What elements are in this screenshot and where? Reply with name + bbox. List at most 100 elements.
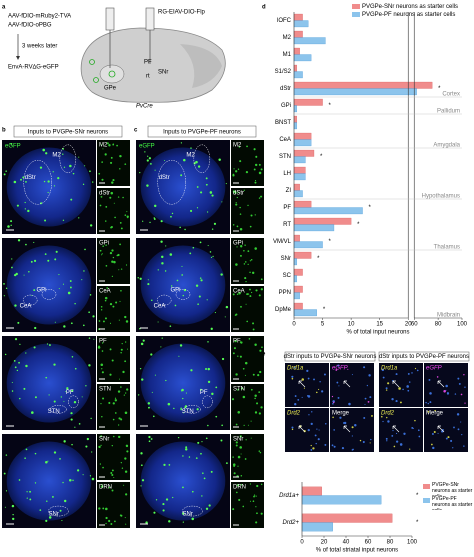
labeled-cell bbox=[53, 185, 56, 187]
labeled-cell bbox=[33, 241, 35, 244]
labeled-cell bbox=[104, 296, 108, 300]
arrow bbox=[298, 380, 306, 388]
labeled-cell bbox=[78, 423, 81, 425]
labeled-cell bbox=[149, 221, 151, 224]
labeled-cell bbox=[387, 382, 390, 385]
labeled-cell bbox=[105, 244, 107, 246]
arrow bbox=[437, 425, 445, 433]
labeled-cell bbox=[113, 476, 115, 479]
labeled-cell bbox=[249, 500, 252, 502]
labeled-cell bbox=[101, 178, 104, 181]
labeled-cell bbox=[124, 470, 128, 473]
labeled-cell bbox=[24, 208, 26, 210]
labeled-cell bbox=[62, 283, 65, 285]
labeled-cell bbox=[81, 279, 83, 281]
labeled-cell bbox=[206, 211, 209, 213]
labeled-cell bbox=[74, 367, 77, 370]
labeled-cell bbox=[235, 423, 238, 426]
labeled-cell bbox=[369, 442, 371, 444]
labeled-cell bbox=[100, 485, 104, 488]
labeled-cell bbox=[58, 274, 60, 276]
labeled-cell bbox=[51, 495, 54, 498]
labeled-cell bbox=[42, 148, 45, 152]
labeled-cell bbox=[69, 479, 72, 482]
legend-label: PVGPe-SNr neurons as starter cells bbox=[432, 482, 473, 496]
labeled-cell bbox=[99, 249, 102, 252]
labeled-cell bbox=[367, 400, 370, 403]
labeled-cell bbox=[430, 443, 433, 446]
labeled-cell bbox=[311, 411, 313, 413]
title-box bbox=[147, 125, 257, 138]
labeled-cell bbox=[125, 264, 128, 266]
labeled-cell bbox=[110, 226, 113, 229]
labeled-cell bbox=[153, 511, 156, 514]
labeled-cell bbox=[385, 437, 388, 440]
labeled-cell bbox=[160, 240, 163, 243]
labeled-cell bbox=[63, 440, 66, 443]
labeled-cell bbox=[109, 196, 112, 199]
cell-icon bbox=[89, 59, 95, 65]
labeled-cell bbox=[363, 366, 366, 369]
labeled-cell bbox=[113, 435, 115, 438]
labeled-cell bbox=[395, 373, 398, 376]
labeled-cell bbox=[101, 484, 103, 486]
bar bbox=[293, 302, 303, 310]
bar bbox=[293, 71, 303, 79]
labeled-cell bbox=[259, 349, 262, 352]
labeled-cell bbox=[69, 286, 72, 289]
labeled-cell bbox=[237, 168, 240, 170]
group-label: Amygdala bbox=[433, 143, 460, 149]
labeled-cell bbox=[100, 195, 103, 198]
labeled-cell bbox=[335, 369, 338, 371]
labeled-cell bbox=[220, 273, 223, 276]
bar bbox=[293, 105, 298, 113]
cell-icon bbox=[93, 77, 99, 83]
labeled-cell bbox=[244, 374, 246, 376]
significance: * bbox=[438, 86, 441, 92]
labeled-cell bbox=[88, 337, 91, 339]
labeled-cell bbox=[255, 495, 257, 497]
labeled-cell bbox=[170, 215, 172, 218]
channel-label: Drd1a bbox=[287, 366, 304, 372]
labeled-cell bbox=[72, 479, 74, 482]
labeled-cell bbox=[233, 465, 235, 468]
labeled-cell bbox=[100, 444, 102, 446]
labeled-cell bbox=[70, 418, 73, 421]
labeled-cell bbox=[256, 402, 259, 405]
labeled-cell bbox=[161, 337, 163, 339]
significance: * bbox=[329, 239, 332, 245]
channel-label: eGFP bbox=[426, 366, 442, 372]
labeled-cell bbox=[157, 269, 159, 271]
labeled-cell bbox=[425, 401, 427, 404]
labeled-cell bbox=[120, 289, 122, 292]
labeled-cell bbox=[102, 397, 105, 400]
labeled-cell bbox=[44, 253, 47, 255]
labeled-cell bbox=[110, 191, 114, 195]
bar bbox=[293, 183, 300, 191]
labeled-cell bbox=[317, 438, 320, 441]
region-label: CeA bbox=[154, 303, 166, 309]
bar bbox=[293, 251, 312, 259]
labeled-cell bbox=[239, 206, 241, 209]
labeled-cell bbox=[100, 403, 102, 405]
labeled-cell bbox=[310, 444, 312, 447]
labeled-cell bbox=[25, 352, 27, 354]
labeled-cell bbox=[258, 391, 261, 394]
labeled-cell bbox=[165, 379, 167, 382]
labeled-cell bbox=[63, 166, 66, 168]
labeled-cell bbox=[207, 245, 209, 247]
labeled-cell bbox=[58, 288, 60, 290]
labeled-cell bbox=[63, 400, 65, 402]
region-outline bbox=[193, 144, 211, 174]
significance: * bbox=[320, 154, 323, 160]
labeled-cell bbox=[253, 495, 255, 498]
title-box bbox=[13, 125, 123, 138]
labeled-cell bbox=[359, 439, 362, 442]
inset-label: DRN bbox=[99, 485, 112, 491]
labeled-cell bbox=[196, 207, 199, 209]
channel-label: Merge bbox=[332, 411, 350, 417]
bar bbox=[293, 268, 303, 276]
labeled-cell bbox=[237, 191, 240, 194]
labeled-cell bbox=[105, 507, 108, 511]
labeled-cell bbox=[240, 245, 243, 248]
